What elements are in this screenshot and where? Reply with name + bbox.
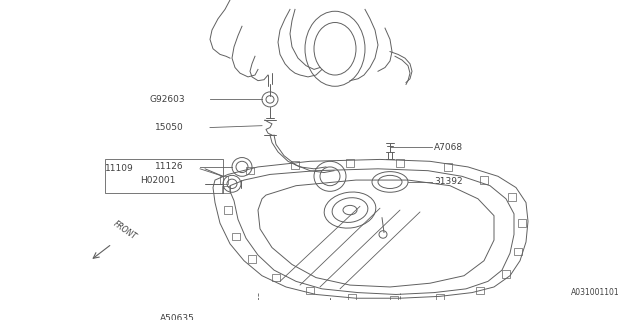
Text: H02001: H02001 xyxy=(140,176,175,185)
Text: 15050: 15050 xyxy=(155,123,184,132)
Bar xyxy=(444,163,452,171)
Bar xyxy=(105,159,223,193)
Text: A7068: A7068 xyxy=(434,143,463,152)
Bar xyxy=(246,167,254,174)
Bar xyxy=(272,274,280,281)
Bar xyxy=(222,186,230,193)
Bar xyxy=(291,161,299,169)
Bar xyxy=(476,287,484,294)
Bar xyxy=(396,159,404,167)
Text: 11109: 11109 xyxy=(105,164,134,173)
Bar xyxy=(346,159,354,167)
Bar xyxy=(348,294,356,302)
Text: 31392: 31392 xyxy=(434,177,463,187)
Bar xyxy=(306,287,314,294)
Bar xyxy=(224,206,232,214)
Bar xyxy=(480,176,488,184)
Bar xyxy=(502,270,510,277)
Bar xyxy=(436,294,444,302)
Text: G92603: G92603 xyxy=(150,95,186,104)
Text: FRONT: FRONT xyxy=(112,220,138,242)
Bar xyxy=(508,193,516,201)
Text: 11126: 11126 xyxy=(155,163,184,172)
Bar xyxy=(390,296,398,304)
Bar xyxy=(248,255,256,263)
Text: A50635: A50635 xyxy=(160,314,195,320)
Bar xyxy=(514,248,522,255)
Text: A031001101: A031001101 xyxy=(572,288,620,297)
Bar xyxy=(220,176,228,184)
Bar xyxy=(232,233,240,240)
Bar xyxy=(518,220,526,227)
